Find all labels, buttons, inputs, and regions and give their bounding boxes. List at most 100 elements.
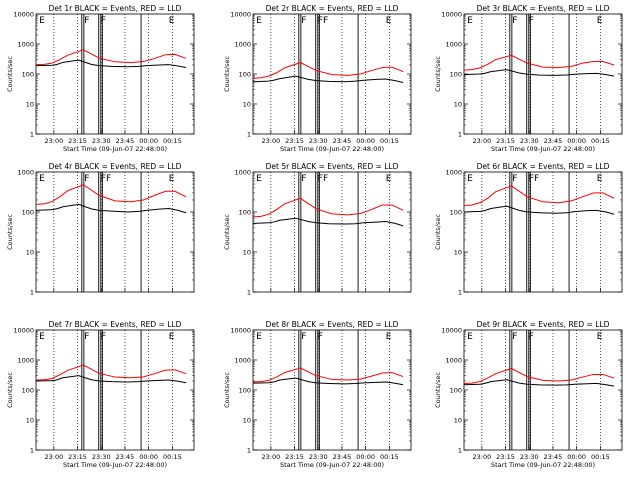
interval-marker: E: [467, 174, 473, 184]
interval-marker: E: [39, 332, 45, 342]
plot-frame: [252, 329, 412, 451]
interval-marker: F: [512, 332, 517, 342]
detector-panel: Det 8r BLACK = Events, RED = LLD 1 10 100 10…: [223, 320, 412, 469]
interval-marker: F: [301, 16, 306, 26]
interval-marker: E: [467, 332, 473, 342]
y-tick-label: 100: [239, 208, 251, 216]
y-axis-label: Counts/sec: [6, 214, 14, 250]
detector-panel: Det 1r BLACK = Events, RED = LLD 1 10 100 10…: [6, 4, 195, 153]
interval-marker: E: [386, 16, 392, 26]
y-tick-label: 100: [239, 70, 251, 78]
x-tick-label: 23:15: [496, 453, 515, 461]
interval-marker: F: [318, 332, 323, 342]
y-tick-label: 100: [450, 386, 462, 394]
interval-marker: F: [512, 16, 517, 26]
panel-title: Det 2r BLACK = Events, RED = LLD: [266, 4, 399, 13]
x-tick-label: 23:45: [116, 137, 135, 145]
x-tick-label: 00:00: [567, 137, 586, 145]
plot-frame: [463, 329, 623, 451]
y-tick-label: 10: [26, 248, 34, 256]
y-tick-label: 100: [22, 70, 34, 78]
interval-marker: F: [301, 332, 306, 342]
y-tick-label: 10000: [230, 326, 251, 334]
y-tick-label: 1000: [234, 168, 251, 176]
detector-panel: Det 9r BLACK = Events, RED = LLD 1 10 100 10…: [434, 320, 623, 469]
events-rate-line: [252, 377, 404, 386]
events-rate-line: [252, 75, 404, 84]
interval-marker: E: [467, 16, 473, 26]
interval-marker: FF: [318, 174, 328, 184]
x-tick-label: 23:45: [544, 137, 563, 145]
y-tick-label: 100: [450, 70, 462, 78]
x-tick-label: 00:15: [591, 137, 610, 145]
interval-marker: E: [39, 16, 45, 26]
interval-marker: E: [597, 16, 603, 26]
x-tick-label: 23:15: [68, 137, 87, 145]
y-tick-label: 10: [454, 416, 462, 424]
interval-marker: F: [529, 332, 534, 342]
y-axis-label: Counts/sec: [434, 214, 442, 250]
interval-marker: F: [84, 332, 89, 342]
x-axis-label: Start Time (09-Jun-07 22:48:00): [280, 461, 384, 469]
x-tick-label: 23:45: [333, 453, 352, 461]
panel-title: Det 7r BLACK = Events, RED = LLD: [49, 320, 182, 329]
events-rate-line: [35, 375, 187, 384]
lld-rate-line: [252, 367, 404, 383]
x-tick-label: 00:15: [163, 137, 182, 145]
plot-frame: [35, 329, 195, 451]
x-tick-label: 00:00: [139, 453, 158, 461]
x-tick-label: 00:00: [356, 137, 375, 145]
x-tick-label: 23:00: [472, 137, 491, 145]
x-tick-label: 23:15: [68, 453, 87, 461]
y-tick-label: 1: [30, 130, 34, 138]
x-tick-label: 23:00: [44, 137, 63, 145]
y-tick-label: 1000: [445, 40, 462, 48]
y-tick-label: 10000: [13, 10, 34, 18]
events-rate-line: [463, 69, 615, 77]
x-tick-label: 00:00: [139, 137, 158, 145]
interval-marker: E: [597, 332, 603, 342]
lld-rate-line: [463, 185, 615, 207]
detector-panel: Det 2r BLACK = Events, RED = LLD 1 10 100 10…: [223, 4, 412, 153]
panel-title: Det 6r BLACK = Events, RED = LLD: [477, 162, 610, 171]
y-axis-label: Counts/sec: [6, 372, 14, 408]
interval-marker: F: [101, 332, 106, 342]
y-tick-label: 1000: [17, 40, 34, 48]
detector-panel: Det 4r BLACK = Events, RED = LLD 1 10 100 10…: [6, 162, 195, 296]
x-tick-label: 00:00: [356, 453, 375, 461]
x-tick-label: 23:30: [92, 137, 111, 145]
x-tick-label: 23:30: [520, 137, 539, 145]
y-tick-label: 10: [26, 416, 34, 424]
panel-title: Det 5r BLACK = Events, RED = LLD: [266, 162, 399, 171]
plot-frame: [35, 13, 195, 135]
interval-marker: F: [301, 174, 306, 184]
interval-marker: F: [84, 174, 89, 184]
y-tick-label: 100: [22, 386, 34, 394]
x-axis-label: Start Time (09-Jun-07 22:48:00): [63, 145, 167, 153]
y-tick-label: 10000: [13, 326, 34, 334]
detector-panel: Det 7r BLACK = Events, RED = LLD 1 10 100 10…: [6, 320, 195, 469]
y-tick-label: 10000: [441, 10, 462, 18]
lld-rate-line: [463, 367, 615, 384]
x-axis-label: Start Time (09-Jun-07 22:48:00): [491, 461, 595, 469]
plot-frame: [252, 13, 412, 135]
y-tick-label: 1: [247, 446, 251, 454]
y-axis-label: Counts/sec: [223, 372, 231, 408]
events-rate-line: [252, 217, 404, 227]
x-tick-label: 23:00: [261, 137, 280, 145]
y-tick-label: 1000: [445, 356, 462, 364]
interval-marker: E: [169, 332, 175, 342]
x-tick-label: 23:45: [116, 453, 135, 461]
y-tick-label: 10000: [441, 326, 462, 334]
x-tick-label: 23:30: [309, 453, 328, 461]
x-tick-label: 23:30: [309, 137, 328, 145]
interval-marker: F: [529, 16, 534, 26]
events-rate-line: [463, 205, 615, 215]
x-tick-label: 00:15: [380, 453, 399, 461]
x-tick-label: 23:45: [333, 137, 352, 145]
y-tick-label: 100: [22, 208, 34, 216]
y-tick-label: 1000: [17, 168, 34, 176]
detector-panel: Det 5r BLACK = Events, RED = LLD 1 10 100 10…: [223, 162, 412, 296]
x-tick-label: 23:00: [44, 453, 63, 461]
